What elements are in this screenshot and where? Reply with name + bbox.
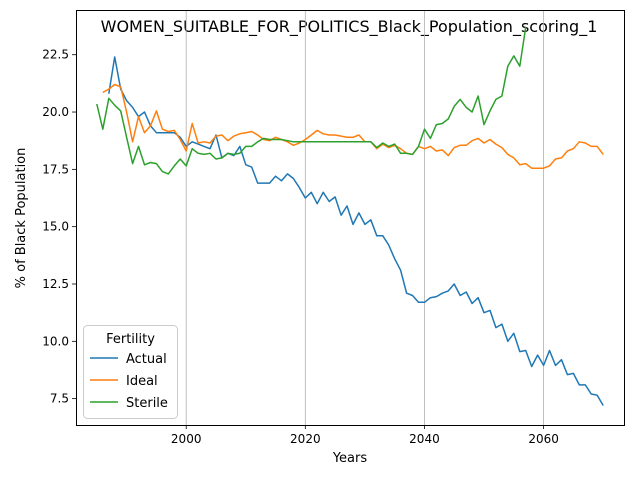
series-line-ideal	[102, 83, 604, 169]
x-tick-label: 2000	[171, 432, 202, 446]
series-line-sterile	[96, 27, 527, 175]
grid-lines	[185, 10, 544, 425]
y-tick-label: 10.0	[42, 334, 69, 348]
y-tick-label: 17.5	[42, 162, 69, 176]
legend-title: Fertility	[106, 332, 155, 347]
y-tick-label: 20.0	[42, 105, 69, 119]
legend-entries: Actual Ideal Sterile	[90, 352, 168, 411]
x-tick-label: 2040	[409, 432, 440, 446]
y-tick-label: 12.5	[42, 277, 69, 291]
y-tick-label: 22.5	[42, 48, 69, 62]
legend: Fertility Actual Ideal Sterile	[83, 325, 178, 419]
x-axis-label: Years	[332, 451, 368, 466]
y-tick-label: 7.5	[50, 392, 69, 406]
legend-label-sterile: Sterile	[126, 396, 168, 411]
legend-label-actual: Actual	[126, 352, 167, 367]
y-tick-label: 15.0	[42, 220, 69, 234]
y-axis-label: % of Black Population	[14, 148, 29, 289]
legend-frame	[83, 325, 178, 419]
x-tick-label: 2020	[290, 432, 321, 446]
chart-title: WOMEN_SUITABLE_FOR_POLITICS_Black_Popula…	[101, 17, 598, 37]
legend-label-ideal: Ideal	[126, 374, 158, 389]
x-tick-label: 2060	[528, 432, 559, 446]
plot-frame	[76, 10, 625, 426]
x-axis: 2000 2020 2040 2060	[171, 425, 559, 446]
y-axis: 7.5 10.0 12.5 15.0 17.5 20.0 22.5	[42, 48, 76, 406]
series-layer	[96, 27, 604, 406]
series-line-actual	[108, 56, 604, 406]
